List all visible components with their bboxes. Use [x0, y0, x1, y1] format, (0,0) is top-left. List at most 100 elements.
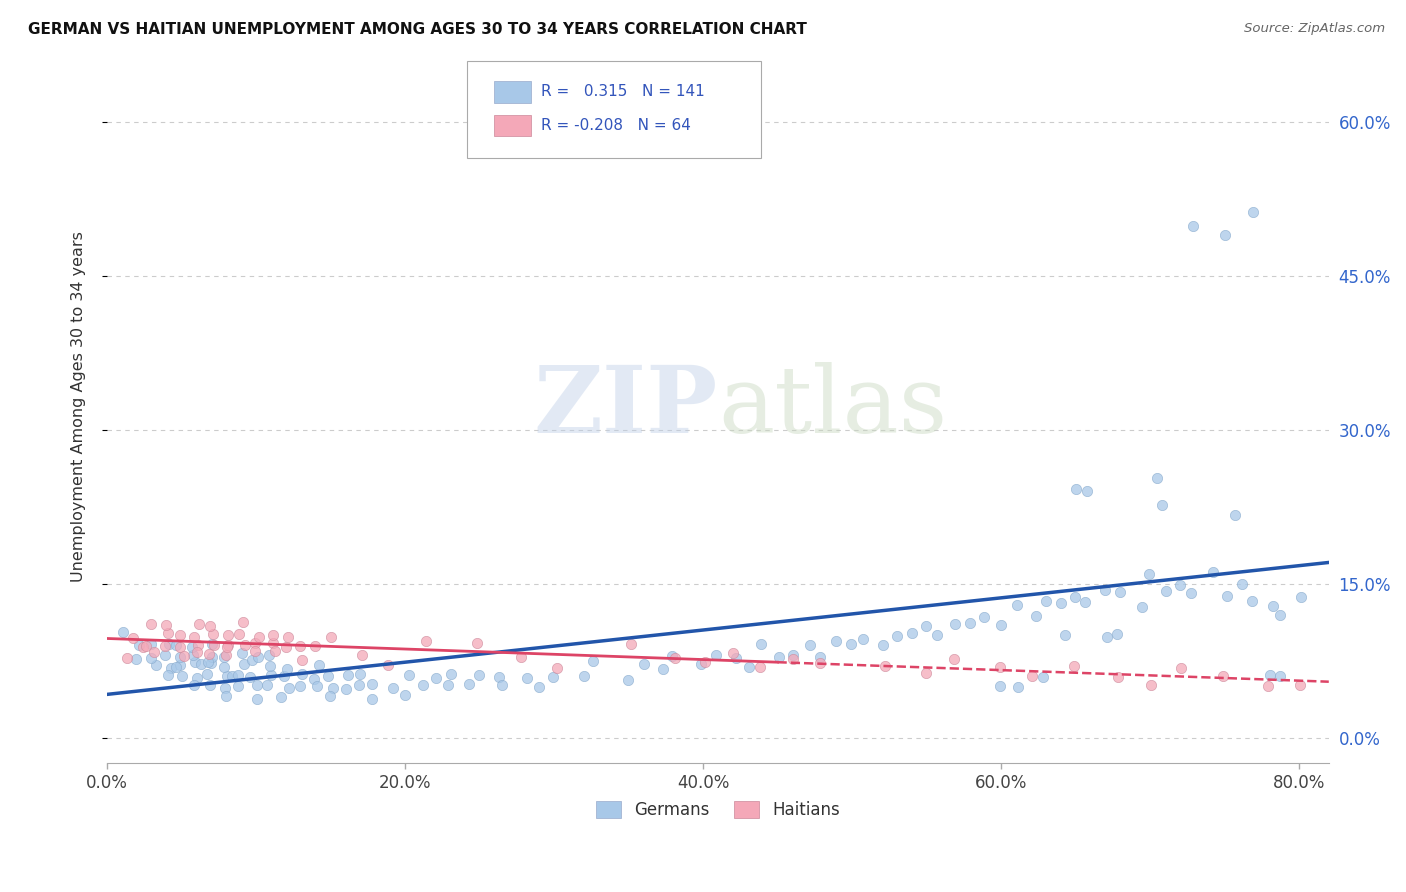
Point	[231, 646, 253, 660]
Point	[915, 666, 938, 681]
Point	[228, 627, 250, 641]
Point	[245, 644, 267, 658]
Point	[988, 660, 1011, 674]
Point	[173, 649, 195, 664]
Point	[349, 666, 371, 681]
Point	[529, 680, 551, 694]
Point	[145, 658, 167, 673]
Point	[914, 619, 936, 633]
Point	[245, 636, 267, 650]
Point	[398, 668, 420, 682]
Point	[256, 678, 278, 692]
Point	[181, 640, 204, 655]
Point	[749, 659, 772, 673]
Point	[169, 649, 191, 664]
Point	[1182, 219, 1205, 233]
Point	[851, 632, 873, 647]
Point	[394, 689, 416, 703]
Point	[1150, 498, 1173, 512]
Point	[1154, 584, 1177, 599]
Point	[169, 640, 191, 655]
Point	[900, 626, 922, 640]
Point	[288, 640, 311, 654]
Point	[617, 673, 640, 687]
Point	[1139, 567, 1161, 582]
Point	[160, 661, 183, 675]
Point	[240, 653, 263, 667]
Point	[1146, 471, 1168, 485]
Text: Source: ZipAtlas.com: Source: ZipAtlas.com	[1244, 22, 1385, 36]
Point	[1139, 678, 1161, 692]
Point	[201, 636, 224, 650]
Point	[1007, 680, 1029, 694]
Point	[157, 637, 180, 651]
Point	[232, 615, 254, 629]
Point	[1223, 508, 1246, 522]
Point	[1240, 593, 1263, 607]
Point	[1054, 627, 1077, 641]
Point	[278, 681, 301, 695]
Point	[215, 640, 238, 654]
Point	[112, 625, 135, 640]
Point	[247, 650, 270, 665]
Point	[872, 638, 894, 652]
Point	[808, 656, 831, 670]
Point	[415, 634, 437, 648]
Point	[200, 650, 222, 665]
Point	[1094, 582, 1116, 597]
Point	[262, 627, 284, 641]
Point	[633, 657, 655, 672]
Text: GERMAN VS HAITIAN UNEMPLOYMENT AMONG AGES 30 TO 34 YEARS CORRELATION CHART: GERMAN VS HAITIAN UNEMPLOYMENT AMONG AGE…	[28, 22, 807, 37]
Point	[165, 660, 187, 674]
Point	[547, 660, 569, 674]
Point	[316, 668, 339, 682]
Point	[825, 633, 848, 648]
Point	[724, 650, 747, 665]
Point	[263, 644, 285, 658]
Point	[335, 681, 357, 696]
Point	[509, 649, 531, 664]
Point	[165, 638, 187, 652]
Point	[959, 615, 981, 630]
Point	[440, 666, 463, 681]
Point	[273, 669, 295, 683]
Point	[142, 645, 165, 659]
Point	[239, 669, 262, 683]
Point	[186, 638, 208, 652]
Point	[458, 677, 481, 691]
Point	[155, 617, 177, 632]
Point	[221, 669, 243, 683]
Point	[247, 630, 270, 644]
Point	[215, 689, 238, 703]
Point	[988, 679, 1011, 693]
Point	[186, 645, 208, 659]
Point	[1230, 577, 1253, 591]
Point	[226, 679, 249, 693]
Point	[1032, 670, 1054, 684]
Point	[135, 639, 157, 653]
Point	[973, 610, 995, 624]
Point	[516, 671, 538, 685]
Point	[488, 670, 510, 684]
Point	[245, 691, 267, 706]
Point	[276, 662, 298, 676]
Text: R = -0.208   N = 64: R = -0.208 N = 64	[541, 118, 690, 133]
Point	[214, 681, 236, 695]
Point	[1064, 482, 1087, 496]
Point	[226, 668, 249, 682]
Point	[942, 652, 965, 666]
Point	[1109, 585, 1132, 599]
Point	[360, 692, 382, 706]
Point	[381, 681, 404, 695]
Point	[1270, 669, 1292, 683]
Point	[1241, 204, 1264, 219]
Point	[721, 646, 744, 660]
Text: atlas: atlas	[718, 362, 948, 452]
Point	[128, 638, 150, 652]
Point	[808, 649, 831, 664]
Point	[202, 627, 225, 641]
Point	[1168, 578, 1191, 592]
Point	[270, 690, 292, 705]
Point	[337, 668, 360, 682]
Point	[873, 659, 896, 673]
